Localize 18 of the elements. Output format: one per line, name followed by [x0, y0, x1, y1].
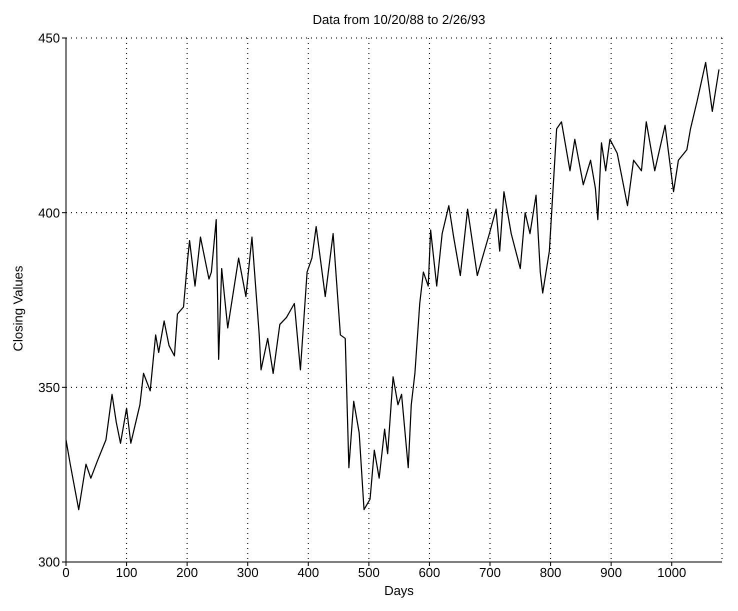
x-tick-label: 200: [176, 565, 198, 580]
x-tick-label: 700: [479, 565, 501, 580]
x-tick-label: 500: [358, 565, 380, 580]
y-axis-title: Closing Values: [10, 265, 26, 351]
x-tick-label: 300: [236, 565, 259, 580]
x-tick-label: 600: [418, 565, 440, 580]
x-axis-title: Days: [383, 583, 415, 598]
x-tick-label: 400: [297, 565, 320, 580]
x-tick-label: 1000: [657, 565, 686, 580]
x-tick-label: 900: [600, 565, 622, 580]
chart-title: Data from 10/20/88 to 2/26/93: [312, 12, 486, 27]
y-tick-label: 450: [38, 30, 60, 46]
x-tick-label: 0: [62, 565, 70, 580]
x-tick-label: 100: [116, 565, 138, 580]
y-tick-label: 300: [38, 554, 60, 570]
y-tick-label: 350: [38, 380, 60, 395]
x-tick-label: 800: [540, 565, 562, 580]
y-tick-label: 400: [38, 205, 60, 220]
